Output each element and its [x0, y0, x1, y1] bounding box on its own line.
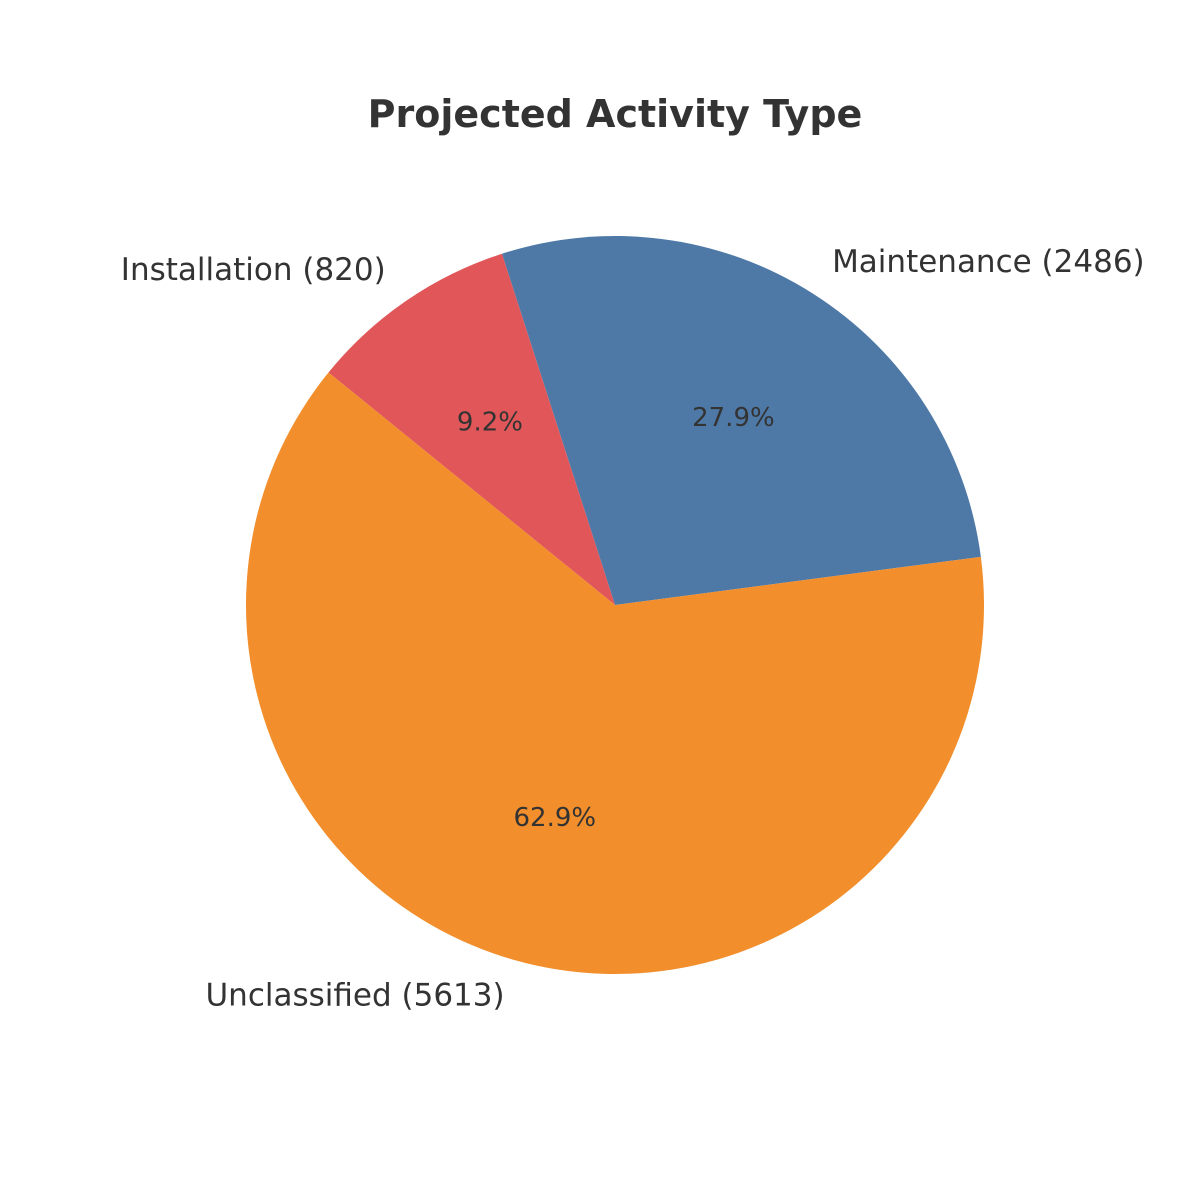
pie-slices: [246, 236, 985, 974]
percent-label-maintenance: 27.9%: [692, 403, 775, 433]
percent-label-unclassified: 62.9%: [513, 803, 596, 833]
pie-labels: Maintenance (2486) 27.9% Installation (820…: [121, 244, 1145, 1014]
pie-slice-maintenance: [501, 236, 981, 605]
slice-label-maintenance: Maintenance (2486): [832, 244, 1145, 280]
pie-slice-installation: [328, 253, 615, 605]
chart-title: Projected Activity Type: [368, 92, 863, 136]
slice-label-installation: Installation (820): [121, 252, 386, 288]
percent-label-installation: 9.2%: [457, 407, 523, 437]
slice-label-unclassified: Unclassified (5613): [205, 978, 504, 1014]
pie-slice-unclassified: [246, 372, 985, 974]
